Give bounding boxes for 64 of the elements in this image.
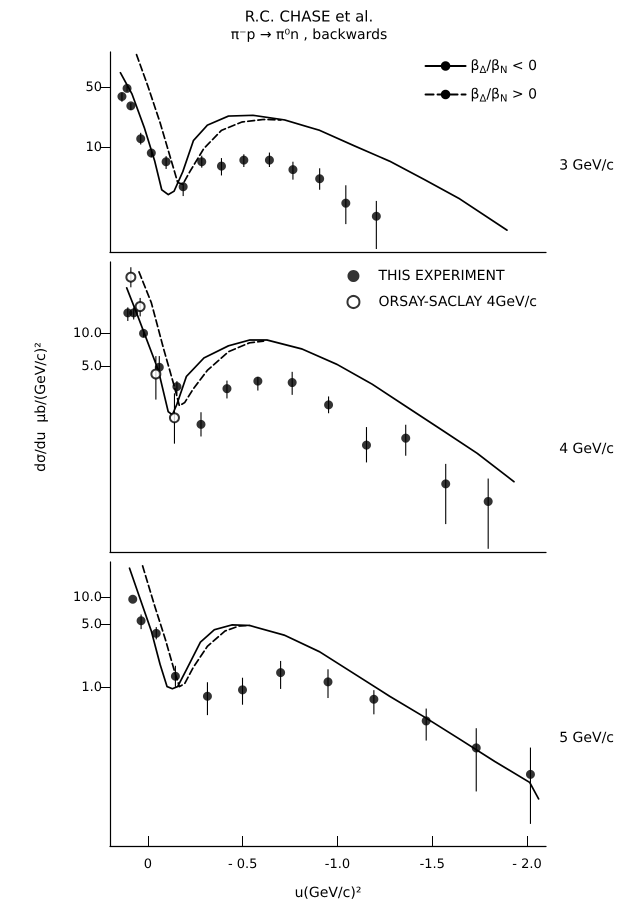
legend-label: THIS EXPERIMENT — [377, 268, 505, 284]
point — [315, 174, 324, 184]
y-tick-label: 10 — [85, 140, 102, 155]
point — [253, 376, 262, 386]
x-tick-label: - 0.5 — [228, 857, 258, 872]
y-tick-label: 10.0 — [73, 590, 102, 606]
point — [276, 668, 286, 678]
x-axis-title: u(GeV/c)² — [294, 885, 362, 901]
point — [288, 165, 298, 174]
point — [196, 420, 206, 429]
x-tick-label: 0 — [144, 857, 152, 872]
point — [222, 384, 232, 394]
point — [441, 479, 450, 488]
point — [168, 412, 180, 424]
text: 4 GeV/c — [559, 441, 614, 457]
point — [125, 272, 136, 283]
point — [150, 368, 162, 380]
point — [362, 440, 371, 450]
y-tick-label: 5.0 — [81, 617, 102, 632]
point — [324, 400, 334, 410]
point — [128, 594, 138, 604]
point — [152, 628, 161, 638]
point — [117, 92, 126, 101]
legend-label: ORSAY-SACLAY 4GeV/c — [378, 294, 538, 310]
point — [484, 496, 493, 506]
point — [162, 157, 171, 166]
point — [372, 212, 381, 221]
point — [178, 182, 188, 192]
point — [324, 677, 332, 686]
point — [264, 156, 274, 165]
point — [172, 382, 182, 392]
chart-title: R.C. CHASE et al. — [244, 8, 374, 26]
text: 5 GeV/c — [559, 730, 614, 746]
point — [216, 162, 226, 171]
point — [136, 616, 146, 626]
point — [401, 434, 410, 443]
point — [238, 685, 248, 694]
y-tick-label: 10.0 — [73, 326, 102, 341]
point — [202, 692, 212, 701]
point — [288, 378, 297, 388]
y-tick-label: 5.0 — [81, 358, 102, 374]
point — [422, 716, 431, 726]
point — [122, 84, 132, 93]
point — [526, 770, 535, 779]
x-tick-label: -1.0 — [324, 857, 350, 872]
point — [239, 156, 248, 165]
point — [197, 157, 206, 166]
point — [341, 198, 350, 208]
point — [170, 672, 180, 681]
point — [126, 101, 136, 110]
x-tick-label: -1.5 — [420, 857, 445, 872]
point — [134, 301, 146, 312]
y-tick-label: 50 — [85, 80, 102, 96]
x-tick-label: - 2.0 — [512, 857, 542, 872]
point — [146, 148, 156, 158]
point — [369, 694, 378, 704]
text: 3 GeV/c — [559, 158, 614, 174]
y-tick-label: 1.0 — [81, 680, 102, 695]
point — [136, 134, 146, 144]
point — [472, 743, 481, 752]
point — [139, 328, 148, 338]
y-axis-title: dσ/du μb/(GeV/c)² — [33, 342, 49, 472]
point — [129, 308, 138, 318]
chart-subtitle: π⁻p → π⁰n , backwards — [230, 27, 388, 43]
